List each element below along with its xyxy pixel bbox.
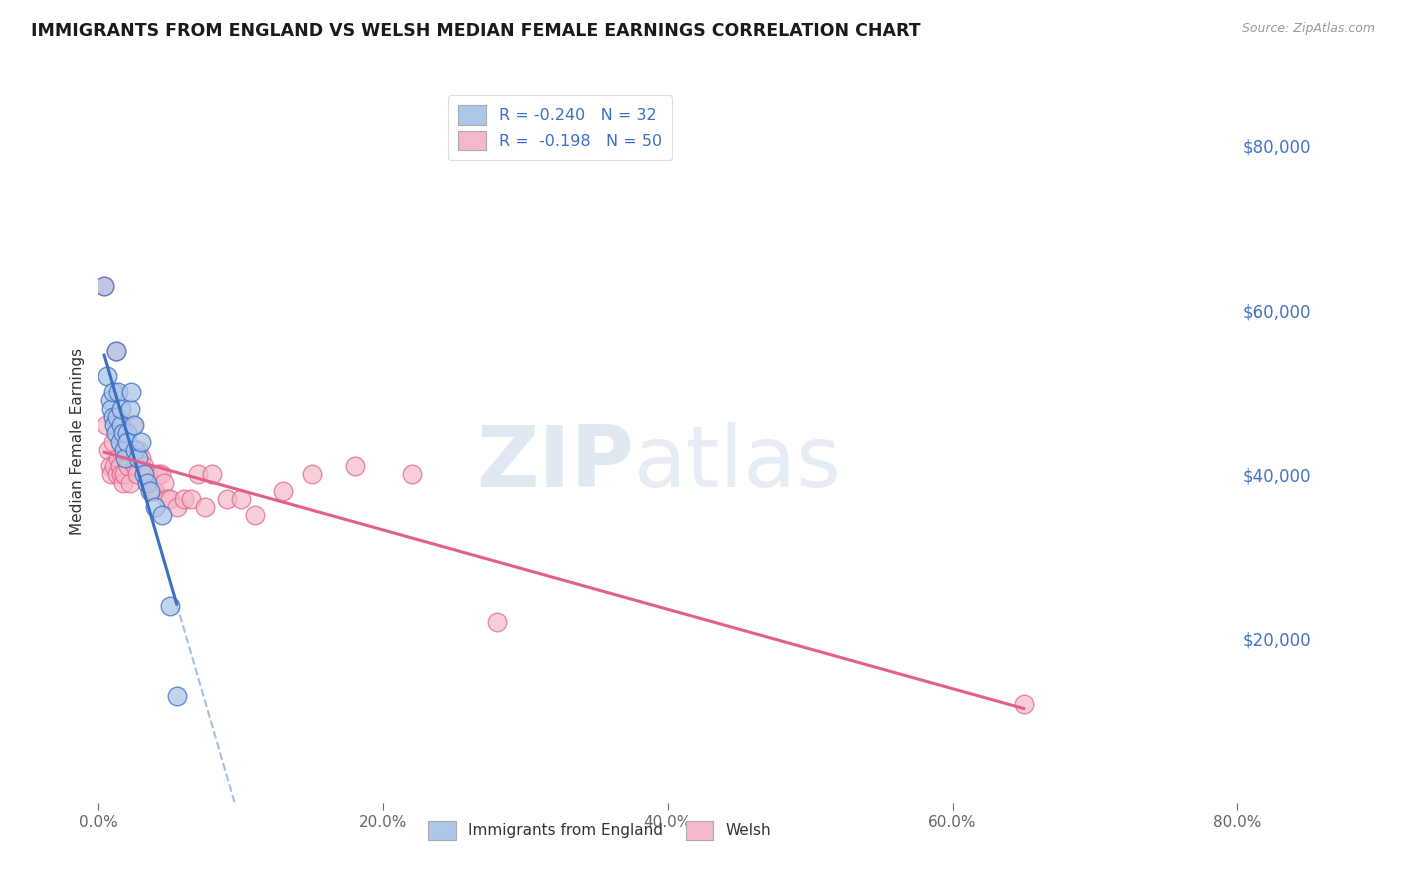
Point [129, 450, 152, 465]
Point [112, 442, 135, 457]
Point [173, 491, 195, 506]
Legend: Immigrants from England, Welsh: Immigrants from England, Welsh [422, 815, 778, 846]
Point [201, 467, 224, 482]
Point [93, 278, 115, 293]
Point [343, 459, 366, 474]
Point [243, 508, 266, 523]
Point [120, 385, 142, 400]
Point [136, 467, 159, 482]
Point [159, 491, 181, 506]
Text: ZIP: ZIP [477, 422, 634, 505]
Point [124, 459, 146, 474]
Point [229, 491, 252, 506]
Point [97, 442, 120, 457]
Point [110, 467, 132, 482]
Point [122, 442, 145, 457]
Point [114, 450, 136, 465]
Point [135, 475, 157, 490]
Point [1012, 698, 1035, 712]
Point [101, 385, 124, 400]
Point [150, 467, 173, 482]
Point [96, 368, 118, 383]
Point [187, 467, 209, 482]
Point [111, 475, 134, 490]
Point [115, 434, 138, 449]
Point [166, 500, 188, 515]
Point [110, 401, 132, 416]
Point [159, 599, 181, 613]
Point [108, 459, 131, 474]
Point [401, 467, 423, 482]
Point [110, 418, 132, 433]
Point [100, 467, 122, 482]
Point [105, 467, 128, 482]
Point [156, 491, 179, 506]
Point [100, 401, 122, 416]
Point [107, 385, 129, 400]
Point [486, 615, 509, 630]
Point [132, 459, 155, 474]
Point [132, 467, 155, 482]
Point [124, 442, 146, 457]
Point [107, 450, 129, 465]
Point [118, 475, 141, 490]
Point [127, 442, 149, 457]
Point [94, 418, 117, 433]
Point [101, 409, 124, 424]
Point [194, 500, 217, 515]
Point [125, 467, 148, 482]
Point [301, 467, 323, 482]
Point [273, 483, 295, 498]
Point [122, 418, 145, 433]
Point [101, 434, 124, 449]
Y-axis label: Median Female Earnings: Median Female Earnings [69, 348, 84, 535]
Point [112, 467, 135, 482]
Point [152, 508, 174, 523]
Point [115, 426, 138, 441]
Point [138, 483, 160, 498]
Point [180, 491, 202, 506]
Point [117, 459, 139, 474]
Text: Source: ZipAtlas.com: Source: ZipAtlas.com [1241, 22, 1375, 36]
Point [103, 418, 125, 433]
Point [118, 401, 141, 416]
Point [127, 450, 149, 465]
Point [114, 442, 136, 457]
Point [148, 467, 170, 482]
Point [153, 475, 176, 490]
Point [105, 409, 128, 424]
Point [115, 450, 138, 465]
Point [98, 459, 121, 474]
Text: IMMIGRANTS FROM ENGLAND VS WELSH MEDIAN FEMALE EARNINGS CORRELATION CHART: IMMIGRANTS FROM ENGLAND VS WELSH MEDIAN … [31, 22, 921, 40]
Point [166, 689, 188, 703]
Point [215, 491, 238, 506]
Point [145, 483, 167, 498]
Point [98, 393, 121, 408]
Point [121, 418, 143, 433]
Point [104, 344, 127, 359]
Text: atlas: atlas [634, 422, 842, 505]
Point [141, 483, 163, 498]
Point [138, 475, 160, 490]
Point [129, 434, 152, 449]
Point [108, 434, 131, 449]
Point [104, 426, 127, 441]
Point [145, 500, 167, 515]
Point [93, 278, 115, 293]
Point [111, 426, 134, 441]
Point [103, 459, 125, 474]
Point [135, 467, 157, 482]
Point [104, 344, 127, 359]
